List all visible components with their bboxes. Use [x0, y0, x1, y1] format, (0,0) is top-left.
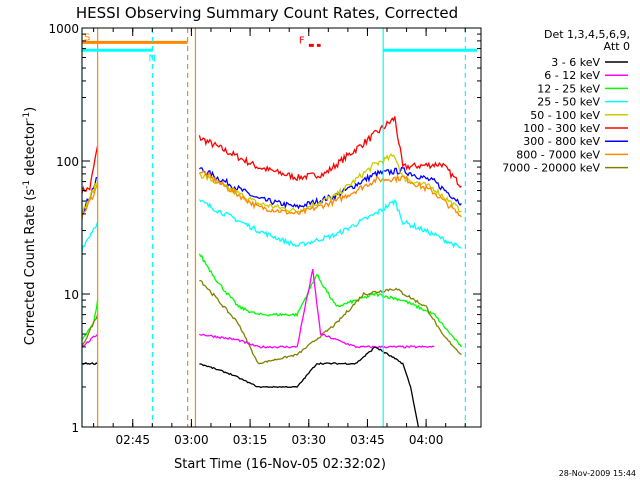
series-line-7000-20000-kev-seg0 [81, 314, 99, 347]
axes: 1 10 100 1000 02:45 03:00 03:15 03:30 03:45 04:00 [48, 22, 482, 447]
plot-frame [81, 27, 482, 428]
series-line-6-12-kev-seg0 [81, 333, 99, 348]
y-axis-label-sup2: -1 [22, 112, 32, 121]
series-line-800-7000-kev-seg0 [81, 185, 99, 220]
legend-label: 50 - 100 keV [530, 109, 600, 122]
footer-timestamp: 28-Nov-2009 15:44 [559, 469, 636, 478]
series-line-3-6-kev-seg1 [199, 346, 420, 428]
y-tick-label: 1 [71, 421, 79, 435]
x-tick-label: 03:45 [350, 433, 385, 447]
legend-label: 3 - 6 keV [551, 56, 600, 69]
x-tick-label: 04:00 [409, 433, 444, 447]
series-line-25-50-kev-seg0 [81, 221, 99, 251]
flag-n-label: N [148, 53, 155, 64]
y-axis-label-end: ) [23, 107, 38, 112]
series-line-50-100-kev-seg0 [81, 181, 99, 217]
series-line-12-25-kev-seg0 [81, 300, 99, 341]
series-line-50-100-kev-seg1 [198, 153, 462, 213]
plot-area [81, 116, 462, 428]
legend-label: 25 - 50 keV [537, 96, 600, 109]
x-tick-label: 03:15 [233, 433, 268, 447]
series-line-7000-20000-kev-seg1 [199, 279, 462, 365]
x-tick-label: 03:00 [174, 433, 209, 447]
series-line-100-300-kev-seg1 [198, 116, 462, 188]
legend-label: 6 - 12 keV [544, 69, 600, 82]
legend-label: 100 - 300 keV [523, 122, 600, 135]
series-line-100-300-kev-seg0 [81, 145, 99, 194]
y-axis-label: Corrected Count Rate (s-1 detector-1) [22, 107, 38, 345]
legend-label: 7000 - 20000 keV [502, 162, 600, 175]
series-line-6-12-kev-seg1 [199, 268, 435, 349]
legend-label: 800 - 7000 keV [516, 148, 600, 161]
x-tick-label: 03:30 [291, 433, 326, 447]
legend-label: 300 - 800 keV [523, 135, 600, 148]
legend-title-line-1: Det 1,3,4,5,6,9, [544, 28, 630, 41]
legend-title-line-2: Att 0 [604, 40, 630, 53]
legend-label: 12 - 25 keV [537, 82, 600, 95]
flag-f-label: F [299, 35, 305, 46]
series-line-12-25-kev-seg1 [198, 253, 462, 348]
y-tick-label: 10 [64, 288, 79, 302]
x-axis-label: Start Time (16-Nov-05 02:32:02) [174, 457, 386, 472]
flag-s-label: S [84, 32, 90, 43]
series-line-800-7000-kev-seg1 [199, 170, 462, 218]
observing-flags: S N F [81, 28, 478, 427]
y-axis-label-sup1: -1 [22, 180, 32, 189]
x-tick-label: 02:45 [115, 433, 150, 447]
y-tick-label: 1000 [48, 22, 79, 36]
chart-title: HESSI Observing Summary Count Rates, Cor… [76, 4, 458, 22]
y-axis-label-main: Corrected Count Rate (s [23, 189, 38, 346]
series-line-25-50-kev-seg1 [198, 198, 462, 249]
y-tick-label: 100 [56, 155, 79, 169]
y-axis-label-mid: detector [23, 120, 38, 180]
